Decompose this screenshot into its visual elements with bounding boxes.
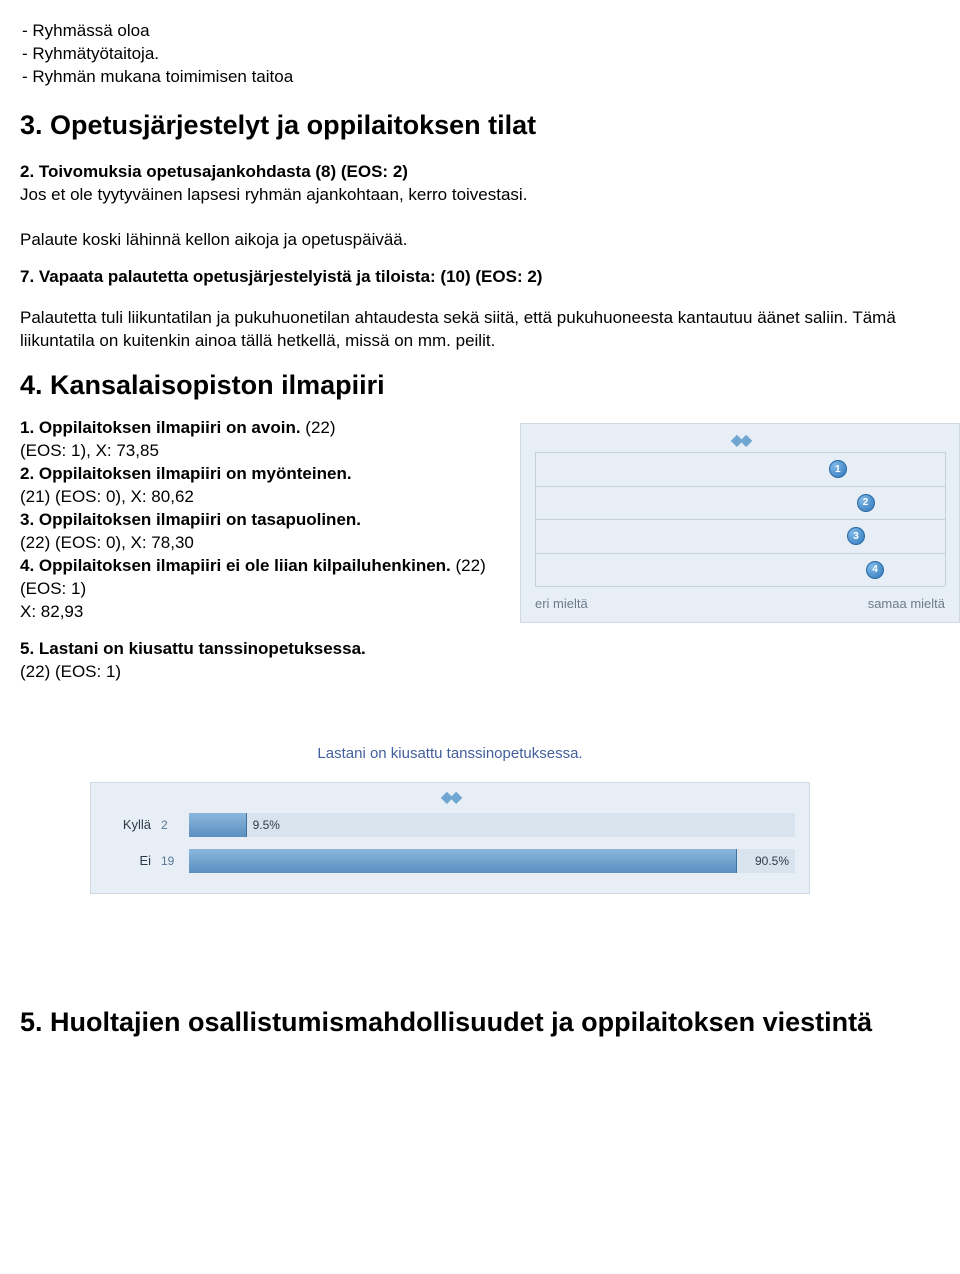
likert-bead-3: 3	[847, 527, 865, 545]
bar-row: Ei19 90.5%	[105, 843, 795, 879]
bar-chart-title: Lastani on kiusattu tanssinopetuksessa.	[90, 744, 810, 764]
q7-label: 7. Vapaata palautetta opetusjärjestelyis…	[20, 267, 542, 286]
bar-track: 90.5%	[189, 849, 795, 873]
sec4-item2-stats: (21) (EOS: 0), X: 80,62	[20, 487, 194, 506]
bullet-list: - Ryhmässä oloa - Ryhmätyötaitoja. - Ryh…	[20, 20, 960, 89]
section-5-heading: 5. Huoltajien osallistumismahdollisuudet…	[20, 1004, 960, 1040]
bar-track: 9.5%	[189, 813, 795, 837]
section-4-heading: 4. Kansalaisopiston ilmapiiri	[20, 367, 960, 403]
section-3-heading: 3. Opetusjärjestelyt ja oppilaitoksen ti…	[20, 107, 960, 143]
bullet-item: - Ryhmässä oloa	[20, 20, 960, 43]
sec4-item1-label: 1. Oppilaitoksen ilmapiiri on avoin.	[20, 418, 301, 437]
sec4-item1-stats: (EOS: 1), X: 73,85	[20, 441, 159, 460]
sec4-item2-label: 2. Oppilaitoksen ilmapiiri on myönteinen…	[20, 464, 352, 483]
sec4-item4-label: 4. Oppilaitoksen ilmapiiri ei ole liian …	[20, 556, 451, 575]
bullet-item: - Ryhmän mukana toimimisen taitoa	[20, 66, 960, 89]
diamond-icon: ◆◆	[731, 430, 750, 452]
likert-chart: ◆◆ 12 34 eri mieltä samaa mieltä	[520, 423, 960, 623]
likert-bead-1: 1	[829, 460, 847, 478]
q2-label: 2. Toivomuksia opetusajankohdasta (8) (E…	[20, 162, 408, 181]
bullet-item: - Ryhmätyötaitoja.	[20, 43, 960, 66]
diamond-icon: ◆◆	[441, 787, 460, 809]
bar-pct-label: 90.5%	[755, 853, 789, 869]
bar-row: Kyllä2 9.5%	[105, 807, 795, 843]
likert-bead-2: 2	[857, 494, 875, 512]
q2-desc: Jos et ole tyytyväinen lapsesi ryhmän aj…	[20, 185, 527, 204]
bar-count: 19	[161, 853, 189, 869]
bar-fill	[189, 849, 737, 873]
axis-right-label: samaa mieltä	[868, 595, 945, 613]
sec4-item3-stats: (22) (EOS: 0), X: 78,30	[20, 533, 194, 552]
bar-fill	[189, 813, 247, 837]
sec4-text-col: 1. Oppilaitoksen ilmapiiri on avoin. (22…	[20, 417, 500, 623]
q7-body: Palautetta tuli liikuntatilan ja pukuhuo…	[20, 307, 960, 353]
sec4-item1-n: (22)	[305, 418, 335, 437]
bar-category: Kyllä	[105, 816, 161, 834]
bar-chart: ◆◆ Kyllä2 9.5% Ei19 90.5%	[90, 782, 810, 894]
bar-pct-label: 9.5%	[253, 817, 280, 833]
sec4-q5-detail: (22) (EOS: 1)	[20, 662, 121, 681]
q2-body: Palaute koski lähinnä kellon aikoja ja o…	[20, 229, 960, 252]
likert-bead-4: 4	[866, 561, 884, 579]
bar-count: 2	[161, 817, 189, 833]
bar-chart-block: Lastani on kiusattu tanssinopetuksessa. …	[90, 744, 810, 894]
sec4-item4-stats: X: 82,93	[20, 602, 83, 621]
axis-left-label: eri mieltä	[535, 595, 588, 613]
sec4-item3-label: 3. Oppilaitoksen ilmapiiri on tasapuolin…	[20, 510, 361, 529]
bar-category: Ei	[105, 852, 161, 870]
sec4-q5-label: 5. Lastani on kiusattu tanssinopetuksess…	[20, 639, 366, 658]
